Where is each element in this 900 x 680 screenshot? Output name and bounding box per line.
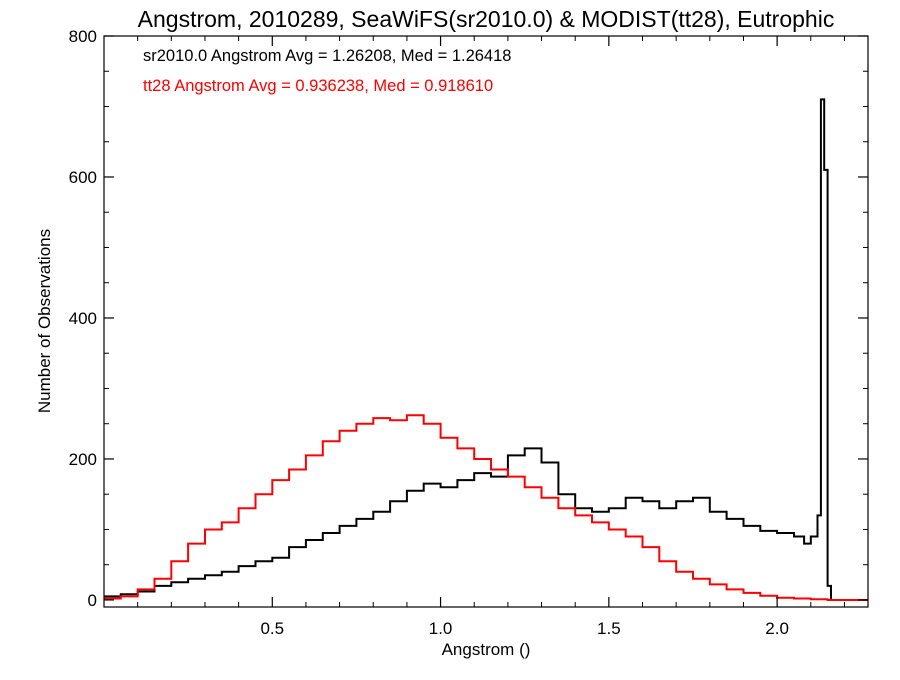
x-tick-label: 1.0 [429, 619, 453, 638]
y-axis-label: Number of Observations [35, 229, 54, 413]
plot-frame [103, 35, 869, 608]
ticks-layer: 0.5 1.0 1.5 2.0 0 200 400 600 800 [69, 27, 868, 638]
series-layer [104, 98, 868, 601]
chart-title: Angstrom, 2010289, SeaWiFS(sr2010.0) & M… [138, 6, 835, 32]
y-tick-label: 200 [69, 450, 97, 469]
y-tick-label: 0 [88, 591, 97, 610]
x-tick-label: 0.5 [260, 619, 284, 638]
annotation-black: sr2010.0 Angstrom Avg = 1.26208, Med = 1… [143, 47, 511, 65]
y-tick-label: 400 [69, 309, 97, 328]
series-line-2 [104, 414, 868, 601]
annotation-red: tt28 Angstrom Avg = 0.936238, Med = 0.91… [143, 77, 493, 95]
x-tick-label: 2.0 [765, 619, 789, 638]
series-line-1 [104, 98, 868, 601]
y-tick-label: 800 [69, 27, 97, 46]
x-axis-label: Angstrom () [442, 640, 531, 659]
y-tick-label: 600 [69, 168, 97, 187]
x-tick-label: 1.5 [597, 619, 621, 638]
